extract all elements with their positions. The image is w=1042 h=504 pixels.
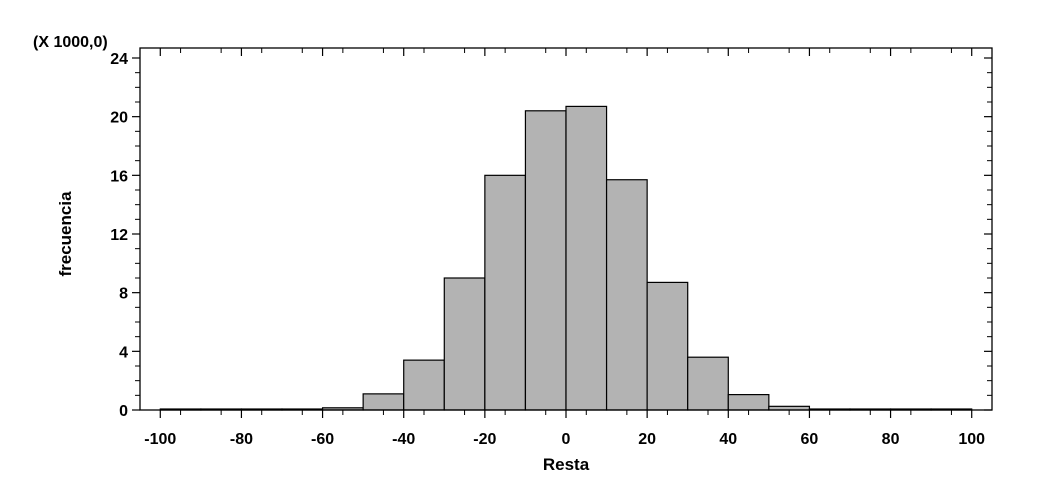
histogram-bar-7 bbox=[443, 277, 486, 411]
x-tick-label-9: 80 bbox=[882, 431, 900, 448]
x-tick-label-10: 100 bbox=[958, 431, 985, 448]
y-scale-note: (X 1000,0) bbox=[33, 34, 108, 51]
y-tick-label-3: 12 bbox=[110, 227, 128, 244]
x-tick-label-5: 0 bbox=[562, 431, 571, 448]
x-tick-label-2: -60 bbox=[311, 431, 334, 448]
y-tick-label-4: 16 bbox=[110, 168, 128, 185]
x-axis-title: Resta bbox=[543, 455, 590, 474]
y-tick-label-2: 8 bbox=[119, 286, 128, 303]
histogram-bar-12 bbox=[646, 281, 689, 411]
x-axis: -100 -80 -60 -40 -20 0 20 40 60 80 100 bbox=[144, 48, 985, 448]
x-tick-label-4: -20 bbox=[473, 431, 496, 448]
histogram-bar-10 bbox=[565, 105, 608, 411]
y-axis: 0 4 8 12 16 20 24 bbox=[110, 51, 992, 420]
histogram-bar-13 bbox=[687, 356, 729, 411]
y-tick-label-0: 0 bbox=[119, 403, 128, 420]
y-tick-label-5: 20 bbox=[110, 110, 128, 127]
histogram-bar-8 bbox=[484, 174, 527, 411]
x-tick-label-7: 40 bbox=[719, 431, 737, 448]
x-tick-label-6: 20 bbox=[638, 431, 656, 448]
bars bbox=[159, 105, 973, 411]
y-axis-title: frecuencia bbox=[56, 191, 75, 277]
histogram-bar-9 bbox=[524, 110, 567, 411]
x-tick-label-0: -100 bbox=[144, 431, 176, 448]
y-tick-label-6: 24 bbox=[110, 51, 128, 68]
x-tick-label-1: -80 bbox=[230, 431, 253, 448]
y-tick-label-1: 4 bbox=[119, 344, 128, 361]
histogram-bar-5 bbox=[362, 393, 405, 411]
histogram-bar-14 bbox=[727, 394, 770, 411]
histogram-bar-11 bbox=[605, 179, 648, 411]
histogram-bar-6 bbox=[403, 359, 445, 411]
x-tick-label-3: -40 bbox=[392, 431, 415, 448]
x-tick-label-8: 60 bbox=[801, 431, 819, 448]
